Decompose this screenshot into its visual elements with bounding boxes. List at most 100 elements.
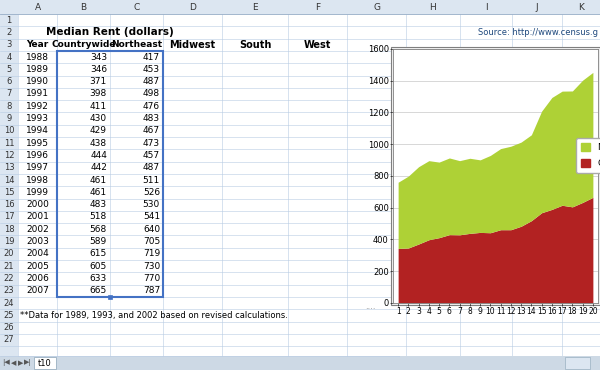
Text: H: H	[430, 3, 436, 11]
Text: 1: 1	[7, 16, 11, 25]
Text: E: E	[252, 3, 258, 11]
Bar	[57, 51, 163, 297]
Text: 19: 19	[4, 237, 14, 246]
Text: 705: 705	[143, 237, 160, 246]
Text: 541: 541	[143, 212, 160, 222]
Text: 719: 719	[143, 249, 160, 258]
Text: 442: 442	[90, 163, 107, 172]
Text: 526: 526	[143, 188, 160, 197]
Text: 476: 476	[143, 102, 160, 111]
Bar	[400, 356, 600, 370]
Text: 605: 605	[90, 262, 107, 270]
Text: ....: ....	[371, 40, 382, 49]
Text: 17: 17	[4, 212, 14, 222]
Text: 589: 589	[90, 237, 107, 246]
Text: 530: 530	[143, 200, 160, 209]
Text: ◀: ◀	[11, 360, 17, 366]
Text: Source: http://www.census.g: Source: http://www.census.g	[478, 28, 598, 37]
Text: South: South	[239, 40, 271, 50]
Text: |◀: |◀	[2, 360, 10, 367]
Text: 21: 21	[4, 262, 14, 270]
Text: 1997: 1997	[26, 163, 49, 172]
Text: D: D	[189, 3, 196, 11]
Text: 633: 633	[90, 274, 107, 283]
Text: 18: 18	[4, 225, 14, 234]
Text: 498: 498	[143, 90, 160, 98]
Text: 473: 473	[143, 139, 160, 148]
Text: Midwest: Midwest	[169, 40, 215, 50]
Text: Northeast: Northeast	[111, 40, 162, 49]
Text: 461: 461	[90, 175, 107, 185]
Text: 6: 6	[7, 77, 11, 86]
Text: 1990: 1990	[26, 77, 49, 86]
Text: 1993: 1993	[26, 114, 49, 123]
Text: 27: 27	[4, 336, 14, 344]
Text: 487: 487	[143, 77, 160, 86]
Text: 20: 20	[4, 249, 14, 258]
Text: 14: 14	[4, 175, 14, 185]
Text: 15: 15	[4, 188, 14, 197]
Text: F: F	[315, 3, 320, 11]
Text: 438: 438	[90, 139, 107, 148]
Text: 461: 461	[90, 188, 107, 197]
Text: 1991: 1991	[26, 90, 49, 98]
Text: ▶|: ▶|	[24, 360, 32, 367]
Text: 429: 429	[90, 126, 107, 135]
Bar	[34, 357, 56, 369]
Text: ▶: ▶	[19, 360, 23, 366]
Text: 26: 26	[4, 323, 14, 332]
Text: 9: 9	[7, 114, 11, 123]
Text: 2002: 2002	[26, 225, 49, 234]
Text: Countrywide: Countrywide	[51, 40, 116, 49]
Text: 483: 483	[90, 200, 107, 209]
Text: 2006: 2006	[26, 274, 49, 283]
Text: 640: 640	[143, 225, 160, 234]
Text: 22: 22	[4, 274, 14, 283]
Text: 2000: 2000	[26, 200, 49, 209]
Text: 2003: 2003	[26, 237, 49, 246]
Text: 25: 25	[4, 311, 14, 320]
Text: West: West	[304, 40, 331, 50]
Bar	[0, 0, 600, 14]
Text: 3: 3	[7, 40, 11, 49]
Text: 453: 453	[143, 65, 160, 74]
Bar	[565, 357, 590, 369]
Text: 16: 16	[4, 200, 14, 209]
Text: **Data for 1989, 1993, and 2002 based on revised calculations.: **Data for 1989, 1993, and 2002 based on…	[20, 311, 288, 320]
Text: 411: 411	[90, 102, 107, 111]
Text: 2: 2	[7, 28, 11, 37]
Text: 430: 430	[90, 114, 107, 123]
Text: A: A	[34, 3, 41, 11]
Text: K: K	[578, 3, 584, 11]
Bar	[108, 295, 112, 299]
Text: 398: 398	[90, 90, 107, 98]
Text: 665: 665	[90, 286, 107, 295]
Text: 10: 10	[4, 126, 14, 135]
Text: 487: 487	[143, 163, 160, 172]
Text: 568: 568	[90, 225, 107, 234]
Text: t10: t10	[38, 359, 52, 367]
Text: Year: Year	[26, 40, 49, 49]
Text: ....: ....	[365, 302, 375, 312]
Text: 1994: 1994	[26, 126, 49, 135]
Text: I: I	[485, 3, 487, 11]
Text: 1998: 1998	[26, 175, 49, 185]
Text: 483: 483	[143, 114, 160, 123]
Text: 8: 8	[7, 102, 11, 111]
Text: 2001: 2001	[26, 212, 49, 222]
Text: G: G	[373, 3, 380, 11]
Text: 770: 770	[143, 274, 160, 283]
Text: 417: 417	[143, 53, 160, 61]
Text: 467: 467	[143, 126, 160, 135]
Text: 7: 7	[7, 90, 11, 98]
Text: 371: 371	[90, 77, 107, 86]
Text: B: B	[80, 3, 86, 11]
Text: 2007: 2007	[26, 286, 49, 295]
Text: 5: 5	[7, 65, 11, 74]
Text: 12: 12	[4, 151, 14, 160]
Text: 730: 730	[143, 262, 160, 270]
Text: J: J	[536, 3, 538, 11]
Bar	[0, 356, 600, 370]
Text: 787: 787	[143, 286, 160, 295]
Text: 1996: 1996	[26, 151, 49, 160]
